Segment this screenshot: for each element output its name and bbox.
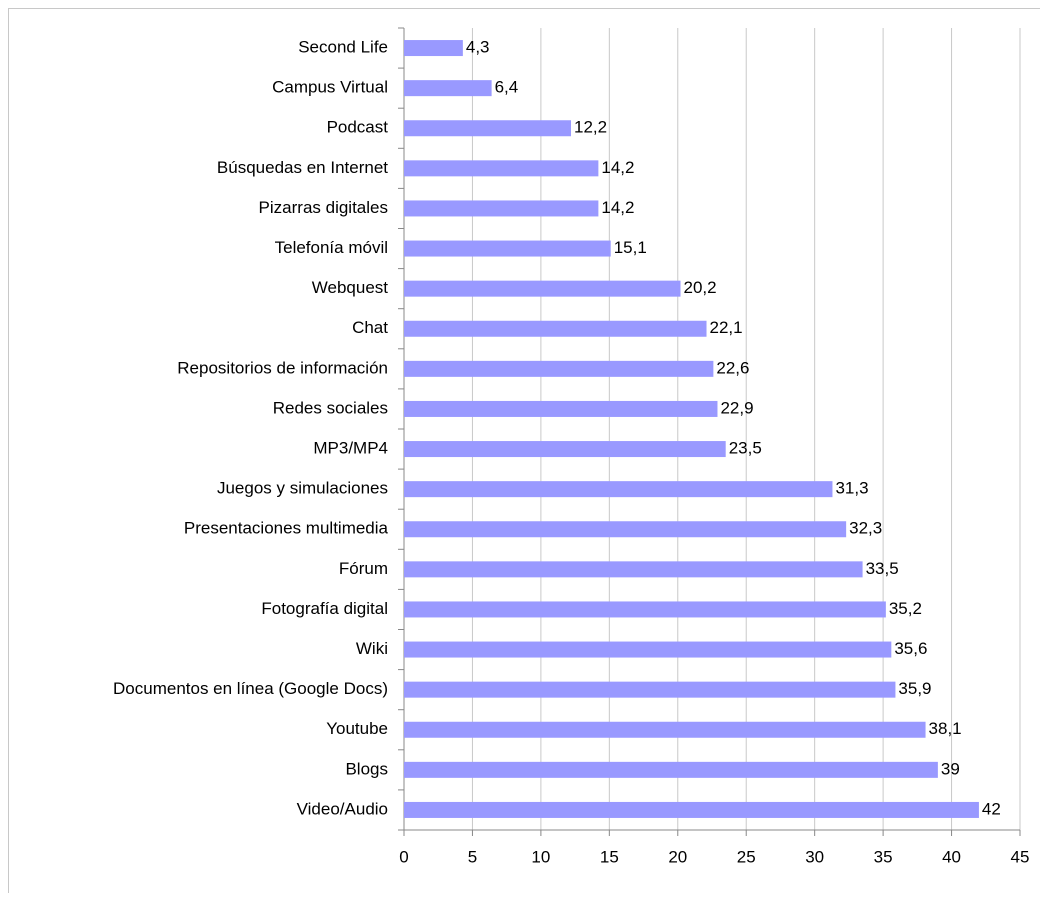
data-label: 20,2 bbox=[684, 278, 717, 297]
data-label: 4,3 bbox=[466, 38, 490, 57]
bar bbox=[404, 281, 681, 297]
y-tick-label: Blogs bbox=[345, 759, 388, 778]
bar bbox=[404, 481, 832, 497]
data-label: 38,1 bbox=[929, 719, 962, 738]
bar bbox=[404, 241, 611, 257]
data-label: 14,2 bbox=[601, 198, 634, 217]
x-tick-label: 45 bbox=[1011, 847, 1030, 866]
bar bbox=[404, 642, 891, 658]
data-label: 32,3 bbox=[849, 519, 882, 538]
data-label: 12,2 bbox=[574, 118, 607, 137]
y-tick-label: Documentos en línea (Google Docs) bbox=[113, 679, 388, 698]
data-label: 15,1 bbox=[614, 238, 647, 257]
x-tick-label: 10 bbox=[531, 847, 550, 866]
bar bbox=[404, 361, 713, 377]
data-label: 31,3 bbox=[835, 479, 868, 498]
y-tick-label: Fotografía digital bbox=[261, 599, 388, 618]
y-tick-label: Telefonía móvil bbox=[275, 238, 388, 257]
y-tick-label: Fórum bbox=[339, 559, 388, 578]
bar bbox=[404, 762, 938, 778]
data-label: 14,2 bbox=[601, 158, 634, 177]
y-tick-label: MP3/MP4 bbox=[313, 439, 388, 458]
y-tick-label: Pizarras digitales bbox=[259, 198, 388, 217]
bar bbox=[404, 40, 463, 56]
y-tick-label: Juegos y simulaciones bbox=[217, 479, 388, 498]
x-tick-label: 35 bbox=[874, 847, 893, 866]
y-tick-label: Youtube bbox=[326, 719, 388, 738]
bar bbox=[404, 601, 886, 617]
data-label: 42 bbox=[982, 799, 1001, 818]
y-tick-label: Chat bbox=[352, 318, 388, 337]
data-label: 35,9 bbox=[898, 679, 931, 698]
data-label: 23,5 bbox=[729, 439, 762, 458]
y-tick-label: Repositorios de información bbox=[177, 358, 388, 377]
y-tick-label: Video/Audio bbox=[297, 799, 388, 818]
y-tick-label: Redes sociales bbox=[273, 398, 388, 417]
data-label: 39 bbox=[941, 759, 960, 778]
bar bbox=[404, 521, 846, 537]
data-label: 22,1 bbox=[710, 318, 743, 337]
y-tick-label: Second Life bbox=[298, 38, 388, 57]
y-tick-label: Presentaciones multimedia bbox=[184, 519, 389, 538]
bar bbox=[404, 722, 926, 738]
y-tick-label: Wiki bbox=[356, 639, 388, 658]
data-label: 22,9 bbox=[720, 398, 753, 417]
data-label: 6,4 bbox=[495, 78, 519, 97]
bar bbox=[404, 441, 726, 457]
bar bbox=[404, 160, 598, 176]
bar bbox=[404, 321, 707, 337]
data-label: 35,6 bbox=[894, 639, 927, 658]
bar bbox=[404, 682, 895, 698]
x-tick-label: 15 bbox=[600, 847, 619, 866]
bar bbox=[404, 120, 571, 136]
bar bbox=[404, 80, 492, 96]
x-tick-label: 30 bbox=[805, 847, 824, 866]
y-tick-label: Podcast bbox=[327, 118, 389, 137]
bar bbox=[404, 561, 863, 577]
x-tick-label: 25 bbox=[737, 847, 756, 866]
data-label: 22,6 bbox=[716, 358, 749, 377]
y-tick-label: Webquest bbox=[312, 278, 389, 297]
x-tick-label: 20 bbox=[668, 847, 687, 866]
x-tick-label: 0 bbox=[399, 847, 408, 866]
bar bbox=[404, 200, 598, 216]
x-tick-label: 5 bbox=[468, 847, 477, 866]
bar bbox=[404, 401, 717, 417]
y-tick-label: Búsquedas en Internet bbox=[217, 158, 388, 177]
x-tick-label: 40 bbox=[942, 847, 961, 866]
bar bbox=[404, 802, 979, 818]
data-label: 35,2 bbox=[889, 599, 922, 618]
data-label: 33,5 bbox=[866, 559, 899, 578]
y-tick-label: Campus Virtual bbox=[272, 78, 388, 97]
